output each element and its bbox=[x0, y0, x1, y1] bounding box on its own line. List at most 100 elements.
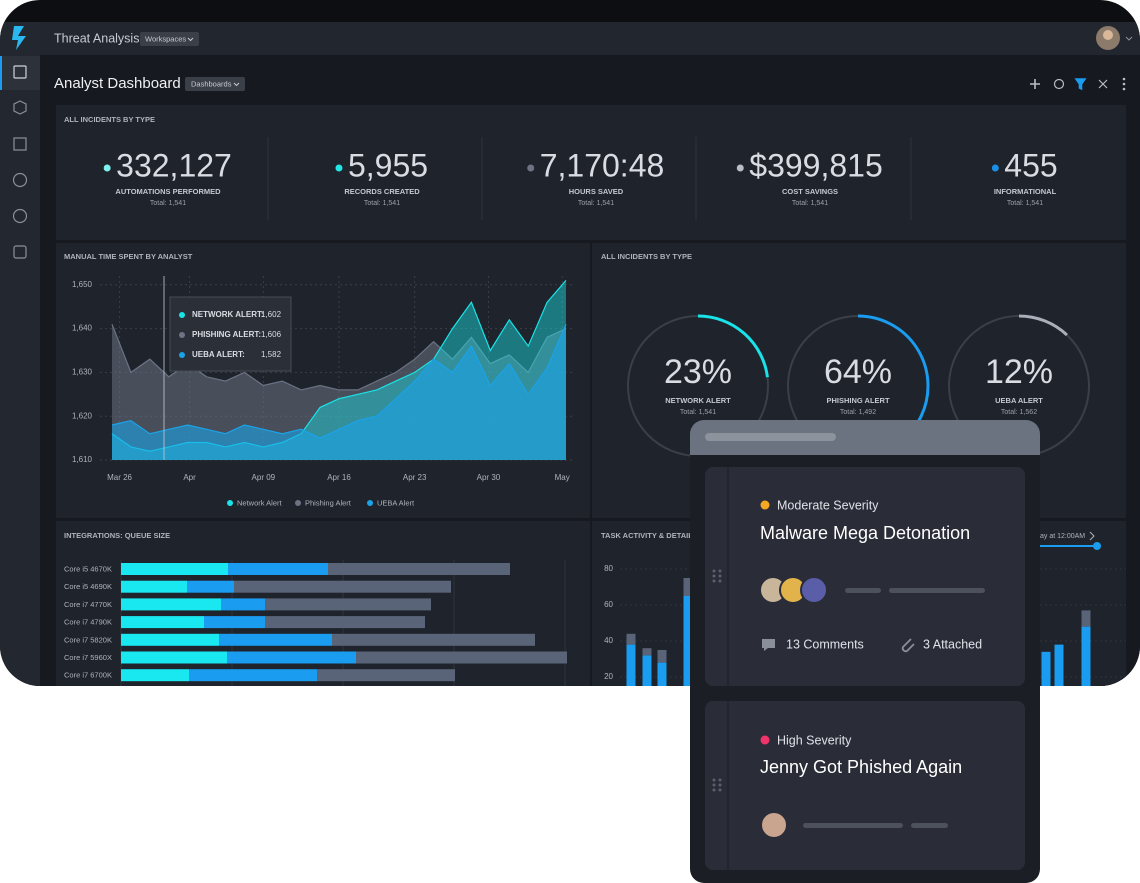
icon-layout[interactable] bbox=[13, 137, 27, 151]
expand-button[interactable] bbox=[1098, 79, 1108, 89]
bar-segment bbox=[121, 580, 187, 593]
sidebar-active[interactable] bbox=[0, 56, 40, 90]
category-label: Core i7 6700K bbox=[64, 671, 112, 680]
bar-segment bbox=[189, 669, 317, 682]
panel-title: INTEGRATIONS: QUEUE SIZE bbox=[64, 531, 170, 540]
bar-segment bbox=[1081, 610, 1091, 627]
bar-segment bbox=[121, 598, 221, 611]
bar-segment bbox=[683, 578, 693, 596]
y-tick-label: 1,630 bbox=[72, 367, 93, 376]
add-button[interactable] bbox=[1030, 79, 1040, 89]
slider-label: ay at 12:00AM bbox=[1040, 533, 1085, 540]
slider-knob[interactable] bbox=[1093, 542, 1101, 550]
incident-card[interactable] bbox=[705, 467, 1025, 686]
avatar bbox=[800, 576, 828, 604]
donut-value: 64% bbox=[824, 353, 892, 391]
donut-total: Total: 1,492 bbox=[840, 409, 876, 416]
panel-title: MANUAL TIME SPENT BY ANALYST bbox=[64, 252, 193, 261]
placeholder bbox=[889, 588, 985, 593]
avatar bbox=[760, 811, 788, 839]
legend-dot bbox=[367, 500, 373, 506]
legend-dot bbox=[295, 500, 301, 506]
y-tick-label: 40 bbox=[604, 636, 613, 645]
workspaces-dropdown[interactable] bbox=[140, 32, 199, 46]
incident-panel-header bbox=[690, 420, 1040, 455]
bar-segment bbox=[121, 669, 189, 682]
kpi-value: $399,815 bbox=[749, 147, 882, 183]
incident-card[interactable] bbox=[705, 701, 1025, 870]
x-tick-label: Apr bbox=[183, 473, 196, 482]
filter-button[interactable] bbox=[1074, 78, 1087, 91]
chevron bbox=[233, 82, 240, 87]
bar-segment bbox=[204, 616, 265, 629]
category-label: Core i7 5960X bbox=[64, 653, 112, 662]
category-label: Core i7 5820K bbox=[64, 635, 112, 644]
donut-label: PHISHING ALERT bbox=[826, 396, 889, 405]
donut-arc bbox=[1018, 314, 1068, 337]
y-tick-label: 80 bbox=[604, 564, 613, 573]
kpi-dot bbox=[103, 164, 111, 172]
x-tick-label: Apr 23 bbox=[403, 473, 427, 482]
top-bar bbox=[40, 22, 1140, 55]
donut-total: Total: 1,562 bbox=[1001, 409, 1037, 416]
icon-users[interactable] bbox=[12, 172, 28, 188]
tooltip-label: UEBA ALERT: bbox=[192, 350, 245, 359]
dashboards-dropdown[interactable] bbox=[185, 77, 245, 91]
icon-dashboard[interactable] bbox=[13, 65, 27, 79]
icon-stats[interactable] bbox=[12, 208, 28, 224]
severity-dot bbox=[760, 735, 770, 745]
donut-total: Total: 1,541 bbox=[680, 409, 716, 416]
y-tick-label: 1,650 bbox=[72, 280, 93, 289]
bar-segment bbox=[227, 651, 356, 664]
comments[interactable]: 13 Comments bbox=[786, 637, 864, 651]
x-tick-label: Mar 26 bbox=[107, 473, 132, 482]
tooltip-label: PHISHING ALERT: bbox=[192, 330, 261, 339]
icon-settings[interactable] bbox=[13, 245, 27, 259]
next-arrow bbox=[1089, 531, 1095, 541]
bar-segment bbox=[626, 644, 636, 686]
kpi-value: 455 bbox=[1004, 147, 1057, 183]
drag-handle[interactable] bbox=[712, 569, 722, 583]
logo bbox=[12, 26, 26, 50]
tooltip-label: NETWORK ALERT: bbox=[192, 310, 264, 319]
bar-segment bbox=[626, 633, 636, 645]
donut-value: 12% bbox=[985, 353, 1053, 391]
incident-title: Jenny Got Phished Again bbox=[760, 757, 962, 777]
kpi-label: HOURS SAVED bbox=[569, 187, 624, 196]
bar-segment bbox=[1041, 651, 1051, 686]
attachments[interactable]: 3 Attached bbox=[923, 637, 982, 651]
legend-label: UEBA Alert bbox=[377, 498, 415, 507]
severity: Moderate Severity bbox=[777, 498, 879, 512]
tooltip-dot bbox=[179, 332, 185, 338]
avatar-face bbox=[1103, 30, 1113, 40]
legend-label: Phishing Alert bbox=[305, 498, 352, 507]
kpi-dot bbox=[736, 164, 744, 172]
y-tick-label: 1,610 bbox=[72, 455, 93, 464]
history-button[interactable] bbox=[1053, 78, 1065, 90]
x-tick-label: Apr 09 bbox=[252, 473, 276, 482]
incident-title: Malware Mega Detonation bbox=[760, 523, 970, 543]
kpi-value: 7,170:48 bbox=[540, 147, 665, 183]
donut-value: 23% bbox=[664, 353, 732, 391]
drag-handle[interactable] bbox=[712, 778, 722, 792]
kpi-dot bbox=[991, 164, 999, 172]
page-title: Analyst Dashboard bbox=[54, 75, 181, 92]
tooltip-value: 1,602 bbox=[261, 310, 282, 319]
sidebar bbox=[0, 22, 40, 686]
tooltip-dot bbox=[179, 352, 185, 358]
x-tick-label: Apr 16 bbox=[327, 473, 351, 482]
bar-segment bbox=[219, 633, 332, 646]
placeholder bbox=[803, 823, 903, 828]
x-tick-label: Apr 30 bbox=[477, 473, 501, 482]
more-button[interactable] bbox=[1122, 77, 1126, 91]
donut-arc bbox=[697, 314, 769, 378]
bar-segment bbox=[642, 648, 652, 656]
panel-title: TASK ACTIVITY & DETAIL bbox=[601, 531, 693, 540]
icon-cube[interactable] bbox=[13, 100, 27, 115]
bar-segment bbox=[1081, 626, 1091, 686]
workspaces-label: Workspaces bbox=[145, 34, 186, 43]
bar-segment bbox=[121, 616, 204, 629]
area-fill bbox=[112, 324, 566, 460]
category-label: Core i7 4790K bbox=[64, 618, 112, 627]
kpi-label: COST SAVINGS bbox=[782, 187, 838, 196]
